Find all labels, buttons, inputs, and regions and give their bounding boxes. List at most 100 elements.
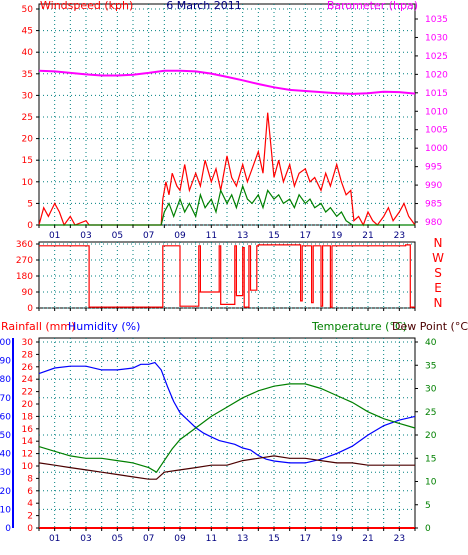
chart-title: 6 March 2011	[166, 0, 242, 12]
wind-ytick-label: 45	[22, 27, 33, 37]
temp-ytick-label: 0	[425, 524, 431, 534]
rain-ytick-label: 26	[22, 363, 34, 373]
rainfall-axis-label: Rainfall (mm)	[1, 320, 75, 333]
dewpoint-axis-label: Dew Point (°C)	[392, 320, 468, 333]
humidity-ytick-label: 0	[5, 524, 11, 534]
wind-xtick-label: 21	[362, 231, 373, 241]
temp-ytick-label: 25	[425, 408, 436, 418]
wind-ytick-label: 30	[22, 91, 34, 101]
humidity-line	[38, 361, 416, 464]
rain-ytick-label: 2	[27, 512, 33, 522]
temp-xtick-label: 01	[49, 534, 60, 544]
baro-ytick-label: 995	[425, 163, 442, 173]
rain-ytick-label: 14	[22, 437, 34, 447]
wind-xtick-label: 03	[80, 231, 91, 241]
direction-series	[39, 244, 415, 308]
rain-ytick-label: 22	[22, 388, 33, 398]
compass-label: S	[434, 266, 442, 280]
compass-label: W	[432, 251, 444, 265]
humidity-ytick-label: 100	[0, 338, 11, 348]
wind-xtick-label: 17	[300, 231, 311, 241]
rain-ytick-label: 4	[27, 499, 33, 509]
temp-ticks: 0102030405060708090100024681012141618202…	[0, 338, 437, 544]
wind-xtick-label: 01	[49, 231, 60, 241]
direction-line	[39, 244, 415, 308]
wind-ytick-label: 20	[22, 135, 34, 145]
baro-ytick-label: 980	[425, 218, 442, 228]
temp-ytick-label: 5	[425, 501, 431, 511]
temp-xtick-label: 13	[237, 534, 248, 544]
wind-ytick-label: 0	[27, 221, 33, 231]
wind-ytick-label: 25	[22, 113, 33, 123]
wind-xtick-label: 11	[206, 231, 217, 241]
direction-ytick-label: 90	[22, 288, 34, 298]
temp-xtick-label: 15	[268, 534, 279, 544]
baro-ytick-label: 1020	[425, 70, 448, 80]
wind-ytick-label: 15	[22, 156, 33, 166]
temp-xtick-label: 17	[300, 534, 311, 544]
barometer-axis-label: Barometer (hpa)	[327, 0, 418, 12]
temp-xtick-label: 09	[174, 534, 186, 544]
baro-ytick-label: 1030	[425, 33, 448, 43]
compass-label: N	[434, 236, 443, 250]
direction-ytick-label: 270	[16, 256, 33, 266]
temperature-line	[38, 383, 416, 474]
wind-axis-label: Windspeed (kph)	[40, 0, 133, 12]
windspeed-line	[39, 184, 415, 226]
temp-xtick-label: 19	[331, 534, 343, 544]
temp-xtick-label: 05	[112, 534, 123, 544]
wind-xtick-label: 05	[112, 231, 123, 241]
temp-xtick-label: 23	[394, 534, 405, 544]
temp-xtick-label: 07	[143, 534, 154, 544]
wind-xtick-label: 07	[143, 231, 154, 241]
temp-xtick-label: 03	[80, 534, 91, 544]
temp-ytick-label: 30	[425, 385, 437, 395]
temp-xtick-label: 11	[206, 534, 217, 544]
rain-ytick-label: 10	[22, 462, 34, 472]
wind-series	[38, 69, 416, 227]
direction-ytick-label: 360	[16, 240, 33, 250]
rain-ytick-label: 6	[27, 487, 33, 497]
temp-ytick-label: 35	[425, 361, 436, 371]
direction-ytick-label: 180	[16, 272, 33, 282]
wind-xtick-label: 09	[174, 231, 186, 241]
baro-ytick-label: 1015	[425, 89, 448, 99]
wind-xtick-label: 23	[394, 231, 405, 241]
humidity-ytick-label: 70	[0, 394, 11, 404]
wind-ticks: 0510152025303540455098098599099510001005…	[22, 5, 449, 241]
temp-xtick-label: 21	[362, 534, 373, 544]
rain-ytick-label: 8	[27, 474, 33, 484]
wind-plot-frame	[38, 3, 416, 226]
wind-ytick-label: 10	[22, 178, 34, 188]
humidity-ytick-label: 60	[0, 412, 11, 422]
rain-ytick-label: 24	[22, 375, 34, 385]
humidity-ytick-label: 30	[0, 468, 11, 478]
rain-ytick-label: 12	[22, 450, 33, 460]
dewpoint-line	[38, 455, 415, 480]
wind-xtick-label: 15	[268, 231, 279, 241]
wind-ytick-label: 35	[22, 70, 33, 80]
baro-ytick-label: 1035	[425, 15, 448, 25]
baro-ytick-label: 990	[425, 181, 442, 191]
temp-ytick-label: 20	[425, 431, 437, 441]
rain-ytick-label: 0	[27, 524, 33, 534]
humidity-ytick-label: 40	[0, 450, 11, 460]
baro-ytick-label: 1025	[425, 52, 448, 62]
compass-label: N	[434, 296, 443, 310]
baro-ytick-label: 985	[425, 200, 442, 210]
temp-ytick-label: 10	[425, 478, 437, 488]
humidity-ytick-label: 50	[0, 431, 11, 441]
rain-ytick-label: 28	[22, 350, 34, 360]
wind-xtick-label: 19	[331, 231, 343, 241]
rain-ytick-label: 16	[22, 425, 34, 435]
humidity-ytick-label: 90	[0, 357, 11, 367]
humidity-ytick-label: 10	[0, 505, 11, 515]
rain-ytick-label: 18	[22, 412, 34, 422]
humidity-axis-label: Humidity (%)	[68, 320, 140, 333]
temperature-humidity-chart: 0102030405060708090100024681012141618202…	[0, 320, 468, 544]
rain-ytick-label: 20	[22, 400, 34, 410]
